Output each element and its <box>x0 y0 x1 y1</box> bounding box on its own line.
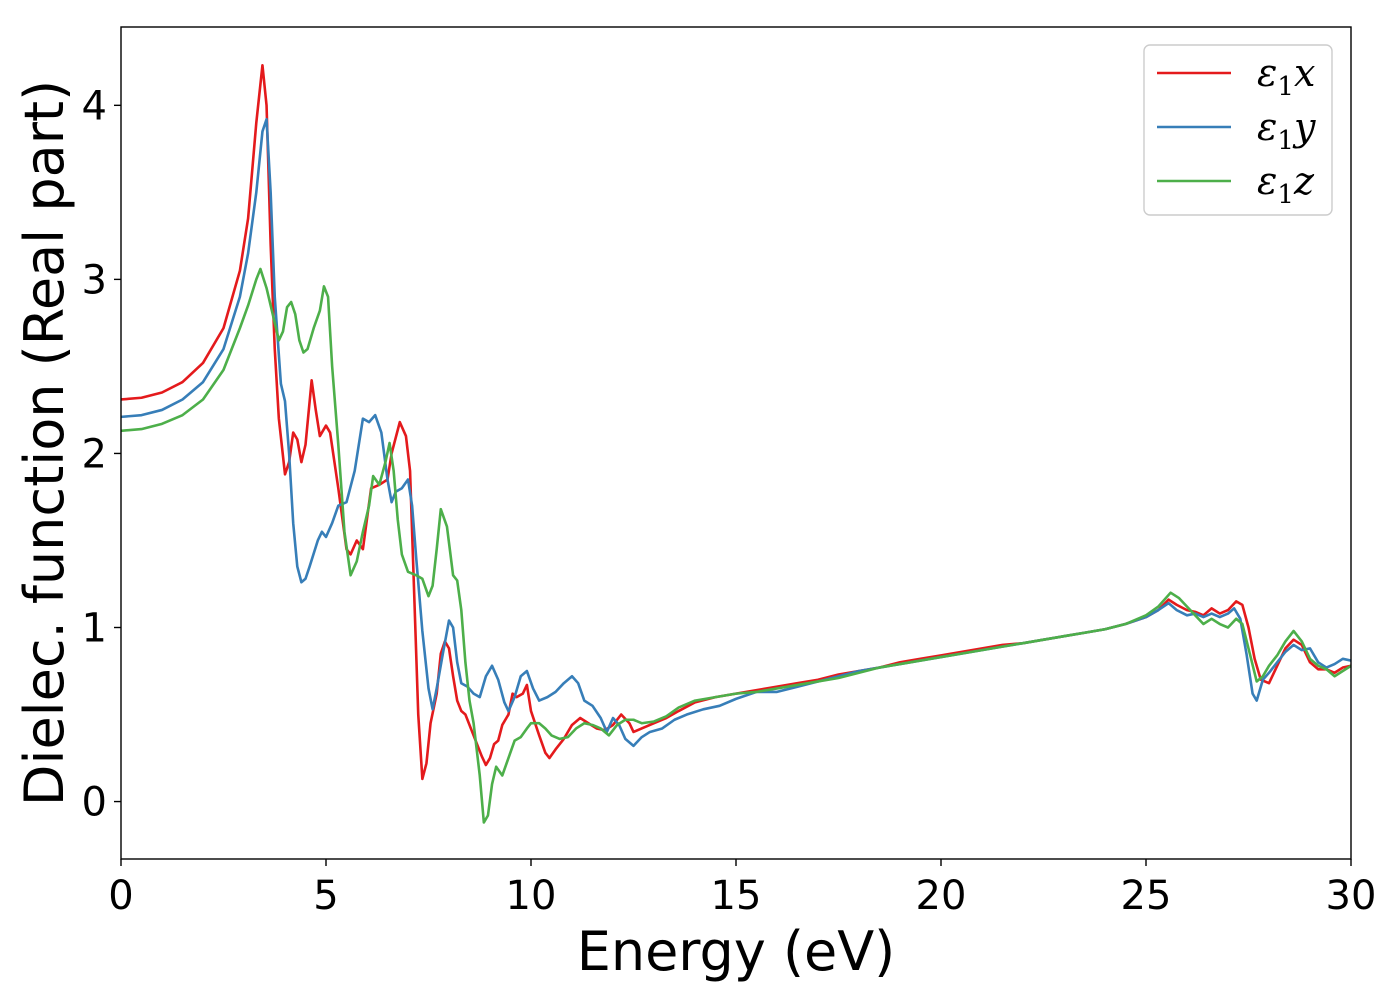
legend-label-y: ε1y <box>1257 105 1316 156</box>
x-tick-label: 25 <box>1121 873 1172 919</box>
y-axis-label: Dielec. function (Real part) <box>13 80 76 806</box>
x-tick-label: 15 <box>711 873 762 919</box>
series-layer <box>121 63 1351 824</box>
x-tick-label: 10 <box>506 873 557 919</box>
y-tick-label: 3 <box>82 257 107 303</box>
x-axis: 0 5 10 15 20 25 30 <box>108 859 1376 919</box>
legend-label-x: ε1x <box>1257 51 1315 102</box>
x-tick-label: 30 <box>1326 873 1377 919</box>
x-tick-label: 0 <box>108 873 133 919</box>
series-line-z <box>121 267 1351 824</box>
x-tick-label: 5 <box>313 873 338 919</box>
y-tick-label: 0 <box>82 780 107 826</box>
y-tick-label: 2 <box>82 431 107 477</box>
y-axis: 0 1 2 3 4 <box>82 83 121 826</box>
y-tick-label: 4 <box>82 83 107 129</box>
legend-frame <box>1143 44 1333 216</box>
legend-label-z: ε1z <box>1257 159 1315 210</box>
series-line-x <box>121 63 1351 781</box>
y-tick-label: 1 <box>82 606 107 652</box>
x-axis-label: Energy (eV) <box>577 920 896 983</box>
x-tick-label: 20 <box>916 873 967 919</box>
